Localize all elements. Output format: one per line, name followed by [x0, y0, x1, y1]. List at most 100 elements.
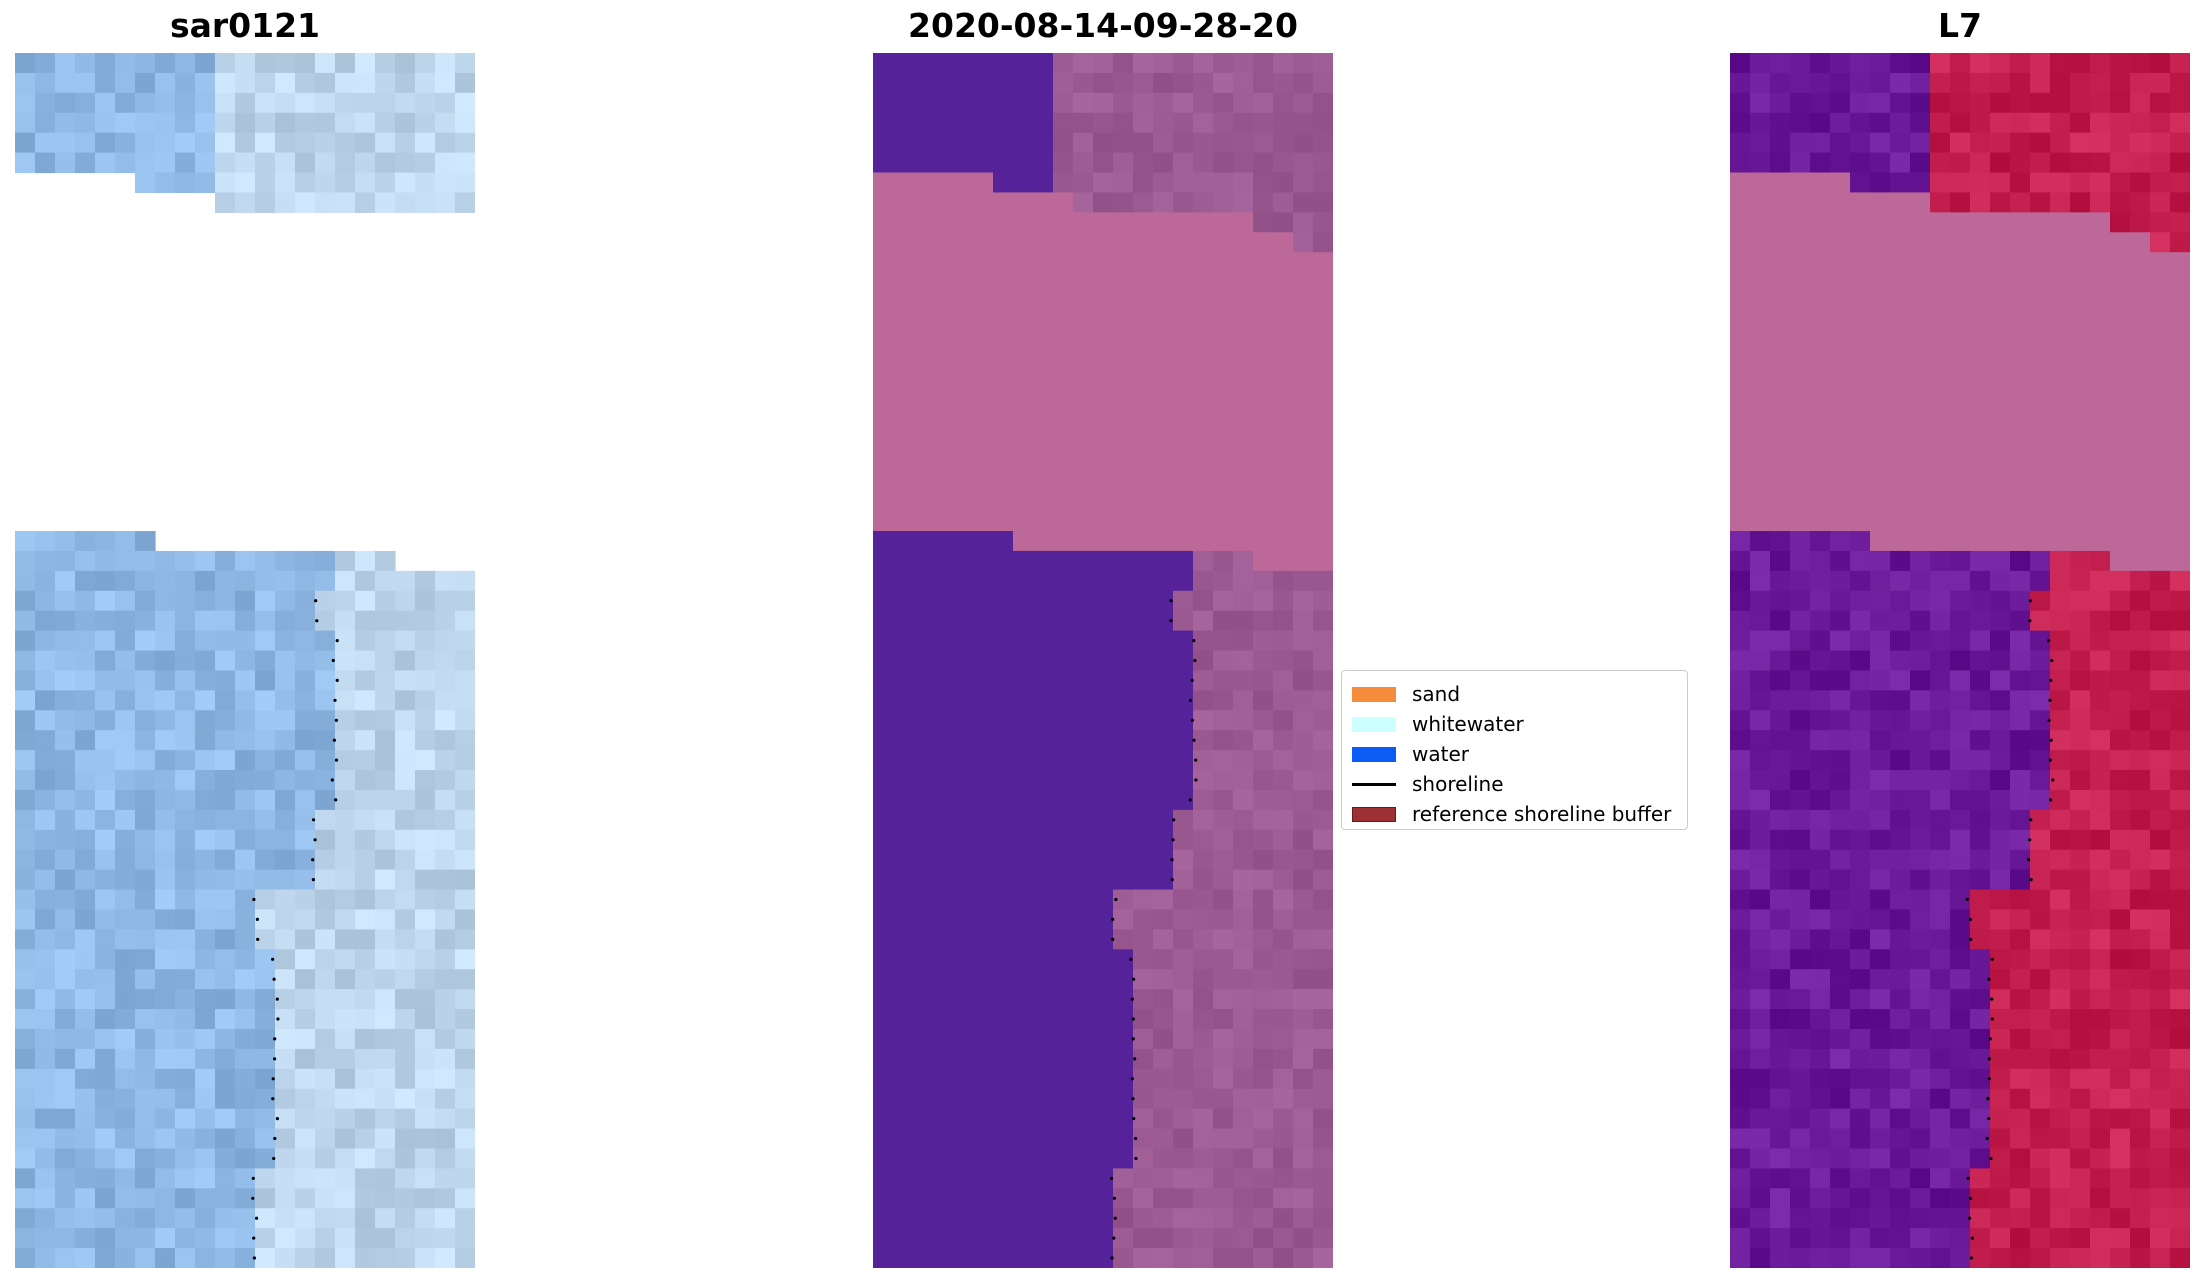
raster-pixel: [95, 1048, 116, 1070]
raster-pixel: [195, 809, 216, 831]
raster-pixel: [455, 889, 475, 911]
raster-pixel: [953, 550, 974, 572]
raster-pixel: [993, 869, 1014, 891]
raster-pixel: [335, 730, 356, 751]
shoreline-point: [271, 1097, 275, 1101]
raster-pixel: [913, 411, 934, 433]
raster-pixel: [1830, 371, 1851, 393]
raster-pixel: [1193, 750, 1214, 771]
raster-pixel: [1850, 72, 1871, 94]
raster-pixel: [75, 72, 96, 94]
shoreline-point: [1134, 1136, 1138, 1141]
raster-pixel: [2070, 570, 2091, 592]
raster-pixel: [1153, 53, 1174, 74]
raster-pixel: [973, 331, 994, 353]
raster-pixel: [2030, 770, 2051, 791]
raster-pixel: [1153, 929, 1174, 950]
raster-pixel: [873, 152, 894, 174]
raster-pixel: [1990, 1188, 2011, 1209]
raster-pixel: [1053, 172, 1074, 194]
raster-pixel: [1293, 132, 1314, 154]
raster-pixel: [873, 1068, 894, 1090]
raster-pixel: [1093, 391, 1114, 413]
raster-pixel: [1213, 331, 1234, 353]
raster-pixel: [1173, 53, 1194, 74]
raster-pixel: [35, 1088, 56, 1110]
raster-pixel: [415, 53, 436, 74]
raster-pixel: [1810, 1248, 1831, 1268]
raster-pixel: [1910, 331, 1931, 353]
raster-pixel: [1233, 550, 1254, 572]
raster-pixel: [1950, 630, 1971, 652]
raster-pixel: [1970, 112, 1991, 134]
raster-pixel: [35, 531, 56, 552]
raster-pixel: [873, 710, 894, 731]
raster-pixel: [375, 1228, 396, 1249]
raster-pixel: [1073, 770, 1094, 791]
raster-pixel: [1910, 152, 1931, 174]
raster-pixel: [873, 232, 894, 253]
raster-pixel: [155, 949, 176, 970]
raster-pixel: [35, 809, 56, 831]
raster-pixel: [1133, 929, 1154, 950]
raster-pixel: [1990, 1088, 2011, 1110]
raster-pixel: [1053, 431, 1074, 452]
raster-pixel: [1910, 690, 1931, 711]
raster-pixel: [415, 630, 436, 652]
raster-pixel: [953, 331, 974, 353]
raster-pixel: [953, 670, 974, 691]
raster-pixel: [1033, 192, 1054, 213]
raster-pixel: [355, 1228, 376, 1249]
shoreline-point: [313, 838, 317, 842]
raster-pixel: [2010, 272, 2031, 293]
raster-pixel: [873, 1148, 894, 1170]
raster-pixel: [275, 829, 296, 851]
raster-pixel: [35, 92, 56, 114]
raster-pixel: [913, 989, 934, 1010]
raster-pixel: [1730, 550, 1751, 572]
raster-pixel: [1133, 272, 1154, 293]
raster-pixel: [993, 1168, 1014, 1189]
raster-pixel: [395, 969, 416, 990]
raster-pixel: [1233, 72, 1254, 94]
raster-pixel: [1193, 212, 1214, 233]
raster-pixel: [195, 989, 216, 1010]
raster-pixel: [2050, 292, 2071, 313]
raster-pixel: [1113, 1028, 1134, 1050]
raster-pixel: [1870, 750, 1891, 771]
raster-pixel: [15, 650, 36, 672]
raster-pixel: [1073, 670, 1094, 691]
raster-pixel: [315, 1028, 336, 1050]
raster-pixel: [1033, 391, 1054, 413]
raster-pixel: [2130, 909, 2151, 930]
raster-pixel: [1053, 192, 1074, 213]
raster-pixel: [2010, 311, 2031, 333]
raster-pixel: [455, 1188, 475, 1209]
raster-pixel: [195, 670, 216, 691]
raster-pixel: [1830, 1128, 1851, 1150]
raster-pixel: [35, 789, 56, 811]
raster-pixel: [1750, 1009, 1771, 1030]
raster-pixel: [1890, 570, 1911, 592]
raster-pixel: [1730, 750, 1751, 771]
raster-pixel: [893, 451, 914, 472]
raster-pixel: [1850, 391, 1871, 413]
raster-pixel: [395, 710, 416, 731]
raster-pixel: [2070, 590, 2091, 612]
raster-pixel: [1033, 471, 1054, 492]
raster-pixel: [1173, 331, 1194, 353]
raster-pixel: [1750, 1148, 1771, 1170]
raster-pixel: [255, 1128, 276, 1150]
raster-pixel: [75, 132, 96, 154]
raster-pixel: [1750, 411, 1771, 433]
raster-pixel: [1233, 789, 1254, 811]
raster-pixel: [1193, 451, 1214, 472]
raster-pixel: [1133, 730, 1154, 751]
raster-pixel: [295, 1108, 316, 1130]
raster-pixel: [993, 431, 1014, 452]
raster-pixel: [1053, 1028, 1074, 1050]
raster-pixel: [115, 989, 136, 1010]
raster-pixel: [1033, 869, 1054, 891]
raster-pixel: [1253, 730, 1274, 751]
raster-pixel: [1910, 292, 1931, 313]
